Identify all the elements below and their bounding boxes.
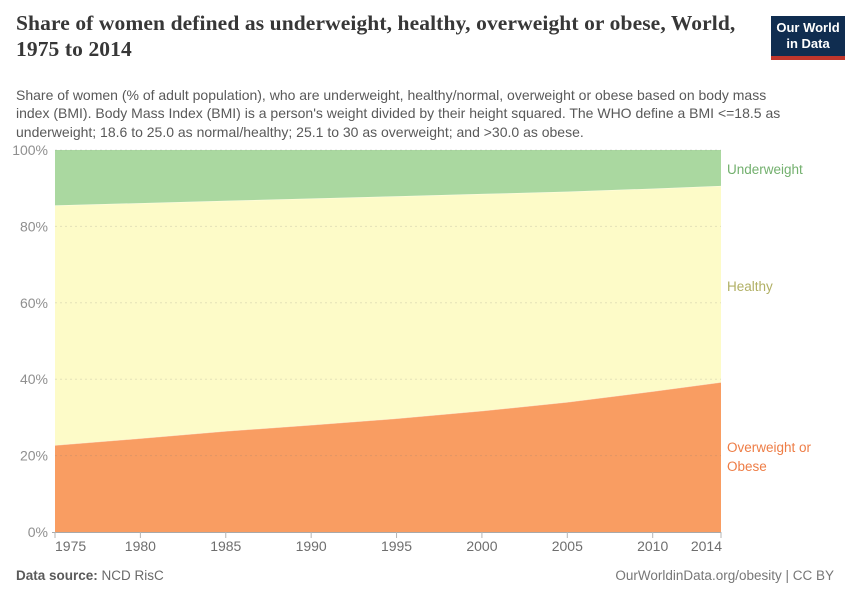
x-tick-label-1995: 1995 <box>381 538 412 554</box>
y-tick-label-0%: 0% <box>28 524 48 540</box>
series-label-underweight: Underweight <box>727 162 803 177</box>
y-tick-label-60%: 60% <box>20 295 48 311</box>
x-tick-label-1980: 1980 <box>125 538 156 554</box>
data-source-value: NCD RisC <box>101 568 164 583</box>
series-label-healthy: Healthy <box>727 279 773 294</box>
x-tick-label-2010: 2010 <box>637 538 668 554</box>
owid-logo-line2: in Data <box>786 36 830 52</box>
owid-logo[interactable]: Our World in Data <box>771 16 845 60</box>
y-tick-label-100%: 100% <box>12 142 48 158</box>
x-tick-label-1985: 1985 <box>210 538 241 554</box>
area-healthy[interactable] <box>55 185 721 446</box>
data-source-label: Data source: <box>16 568 98 583</box>
series-label-overweight-or-obese: Overweight or Obese <box>727 440 812 474</box>
x-tick-label-2005: 2005 <box>552 538 583 554</box>
stacked-area-chart: 0% 20% 40% 60% 80% 100% 1975 1980 1985 1990 1995 20… <box>12 142 722 554</box>
y-tick-label-20%: 20% <box>20 448 48 464</box>
x-tick-label-2000: 2000 <box>466 538 497 554</box>
area-overweight-or-obese[interactable] <box>55 382 721 532</box>
x-tick-label-2014: 2014 <box>691 538 722 554</box>
x-tick-label-1990: 1990 <box>296 538 327 554</box>
credit-link[interactable]: OurWorldinData.org/obesity | CC BY <box>615 568 834 583</box>
y-tick-label-80%: 80% <box>20 218 48 234</box>
chart-subtitle: Share of women (% of adult population), … <box>16 87 781 140</box>
y-tick-label-40%: 40% <box>20 371 48 387</box>
owid-logo-line1: Our World <box>776 20 840 35</box>
area-underweight[interactable] <box>55 150 721 206</box>
data-source: Data source: NCD RisC <box>16 568 164 583</box>
chart-title: Share of women defined as underweight, h… <box>16 11 736 62</box>
x-tick-label-1975: 1975 <box>55 538 86 554</box>
